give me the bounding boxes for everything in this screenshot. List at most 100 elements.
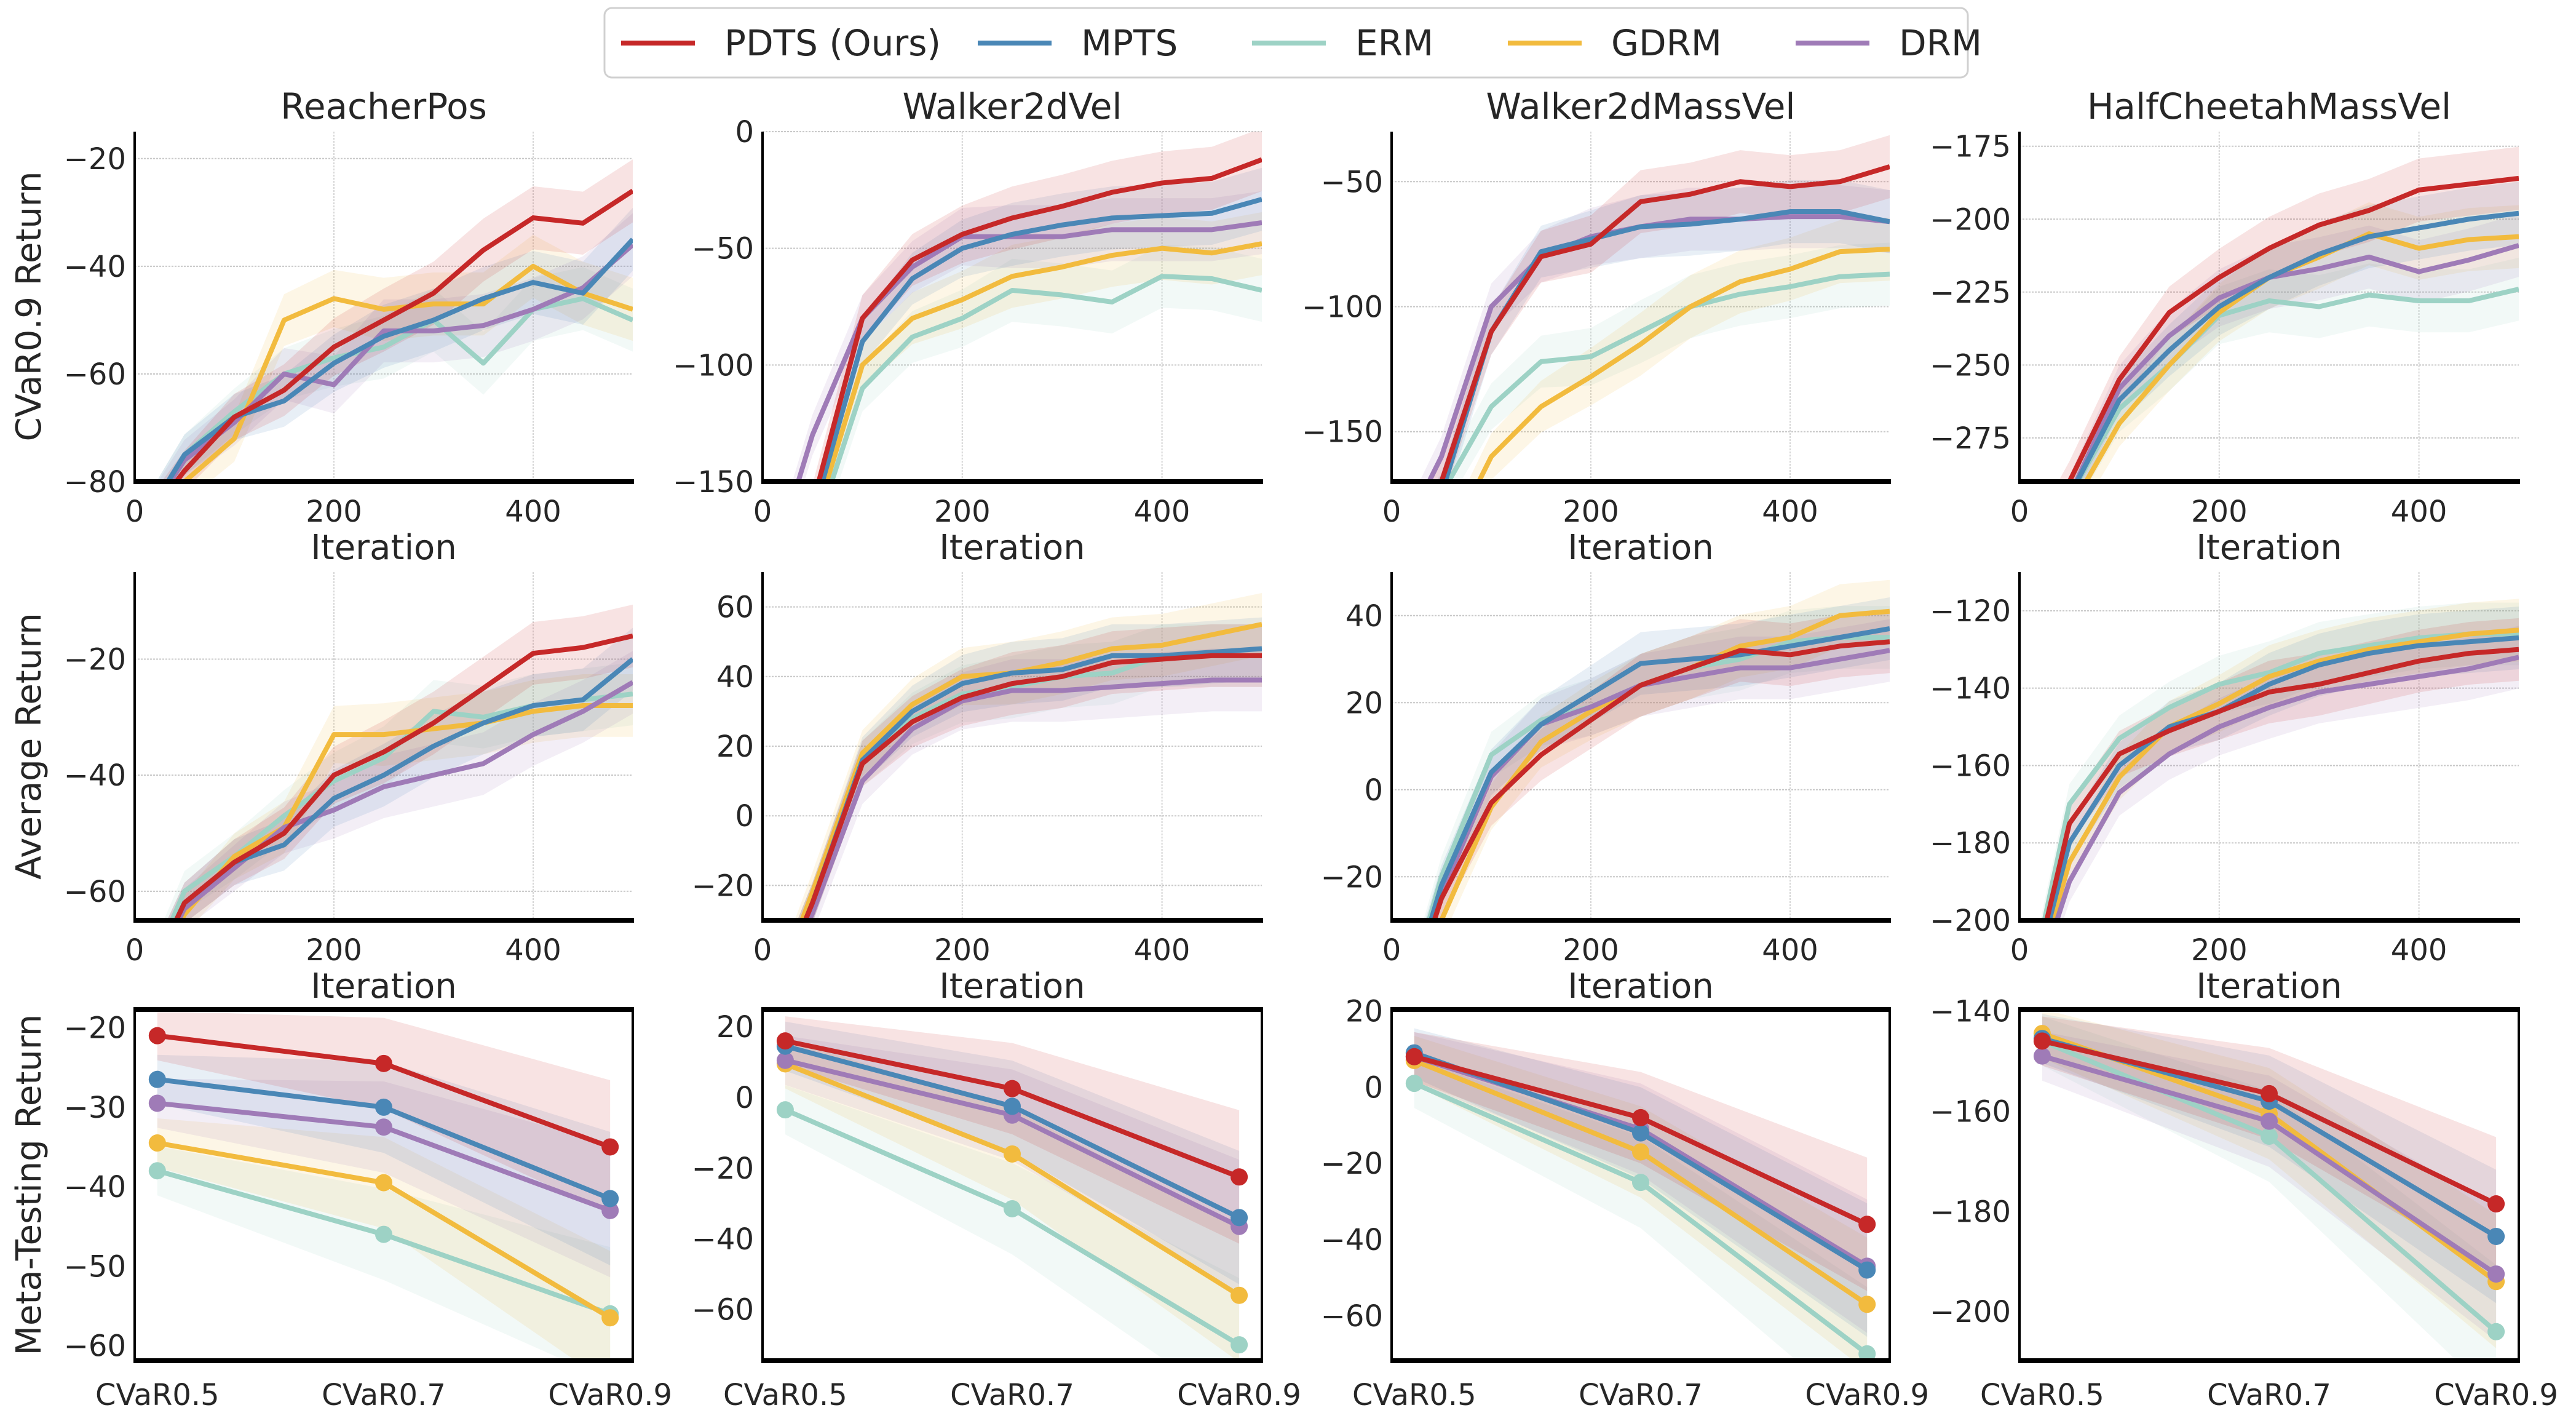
subplot: −60 −40 −20 0 20 CVaR0.5 CVaR0.7 CVaR0.9 — [692, 1007, 1301, 1412]
confidence-band — [1414, 1036, 1868, 1361]
confidence-band — [785, 1085, 1240, 1361]
confidence-band — [2058, 146, 2519, 482]
data-point — [1632, 1143, 1649, 1161]
y-tick-label: −275 — [1930, 421, 2011, 456]
confidence-band — [2042, 1009, 2497, 1348]
y-tick-label: −200 — [1930, 202, 2011, 237]
x-tick-label: 400 — [505, 495, 561, 529]
confidence-band — [1427, 619, 1890, 920]
y-tick-label: −20 — [1321, 860, 1383, 894]
data-point — [2033, 1032, 2051, 1050]
data-point — [2487, 1227, 2505, 1245]
plot-area — [156, 159, 633, 482]
x-axis-label: Iteration — [2196, 528, 2342, 568]
confidence-band — [2050, 626, 2519, 920]
y-tick-label: 0 — [1364, 773, 1383, 808]
y-tick-label: −140 — [1930, 994, 2011, 1029]
x-tick-label: 200 — [2191, 495, 2248, 529]
x-tick-label: 200 — [306, 933, 362, 968]
data-point — [1004, 1145, 1021, 1163]
x-axis-label: Iteration — [1567, 966, 1714, 1006]
subplot-title: Walker2dMassVel — [1486, 86, 1795, 127]
y-tick-label: −100 — [673, 348, 754, 383]
data-point — [148, 1134, 166, 1152]
series-line-gdrm — [181, 263, 633, 482]
plot-area — [1419, 135, 1890, 482]
data-point — [776, 1051, 794, 1069]
x-tick-label: 200 — [1563, 495, 1619, 529]
series-line-mpts — [820, 197, 1262, 482]
x-tick-label: 400 — [2391, 933, 2447, 968]
plot-area — [792, 132, 1262, 482]
confidence-band — [1428, 135, 1890, 482]
data-point — [1231, 1336, 1248, 1354]
series-line-gdrm — [824, 241, 1262, 482]
y-tick-label: −50 — [692, 232, 754, 266]
data-point — [375, 1118, 392, 1136]
series-line-drm — [806, 677, 1262, 920]
subplot-title: ReacherPos — [280, 86, 487, 127]
confidence-band — [166, 234, 633, 482]
subplot: −60 −40 −20 0 200 400 Iteration Average Return — [9, 572, 634, 1006]
y-tick-label: −60 — [64, 875, 126, 909]
panels: −80−60−40−200 200 400IterationReacherPosCV… — [9, 86, 2558, 1412]
confidence-band — [785, 1035, 1240, 1294]
subplot-title: HalfCheetahMassVel — [2087, 86, 2451, 127]
y-tick-label: −250 — [1930, 348, 2011, 383]
data-point — [148, 1027, 166, 1045]
y-tick-label: 20 — [716, 1010, 754, 1045]
confidence-band — [1425, 597, 1890, 920]
y-tick-label: −160 — [1930, 1094, 2011, 1129]
series-line-mpts — [165, 237, 633, 482]
x-tick-label: 400 — [1762, 495, 1818, 529]
series-line-pdts-ours — [816, 157, 1262, 482]
data-point — [375, 1054, 392, 1072]
confidence-band — [816, 167, 1262, 482]
data-point — [1004, 1200, 1021, 1217]
x-tick-label: 400 — [505, 933, 561, 968]
data-point — [1004, 1097, 1021, 1115]
plot-area — [1423, 579, 1890, 920]
y-tick-label: 40 — [1345, 599, 1383, 634]
data-point — [1858, 1296, 1876, 1313]
confidence-band — [797, 624, 1262, 920]
data-point — [1858, 1261, 1876, 1279]
x-tick-label: 0 — [125, 495, 145, 529]
y-tick-label: −20 — [692, 1152, 754, 1186]
y-tick-label: 0 — [1364, 1070, 1383, 1105]
series-line-erm — [2075, 287, 2519, 482]
series-line-erm — [829, 274, 1262, 482]
data-point — [375, 1174, 392, 1192]
series-line-gdrm — [2050, 627, 2519, 920]
x-axis-label: Iteration — [939, 966, 1085, 1006]
y-tick-label: 20 — [1345, 686, 1383, 720]
y-axis-label: CVaR0.9 Return — [9, 172, 49, 442]
x-tick-label: 200 — [934, 495, 991, 529]
y-tick-label: −30 — [64, 1091, 126, 1125]
x-tick-label: 400 — [1134, 933, 1191, 968]
plot-area — [2033, 1009, 2505, 1361]
data-point — [1632, 1109, 1649, 1126]
data-point — [1858, 1216, 1876, 1233]
confidence-band — [156, 267, 633, 482]
x-tick-label: 0 — [2010, 933, 2029, 968]
y-tick-label: −50 — [64, 1249, 126, 1284]
legend-label: DRM — [1899, 22, 1982, 64]
x-axis-label: Iteration — [311, 966, 457, 1006]
x-tick-label: 400 — [1134, 495, 1191, 529]
y-tick-label: −200 — [1930, 1295, 2011, 1329]
y-tick-label: −60 — [64, 1329, 126, 1363]
series-line-mpts — [1428, 626, 1890, 920]
series-line-pdts-ours — [1438, 164, 1890, 482]
confidence-band — [2047, 599, 2519, 920]
x-tick-label: 400 — [2391, 495, 2447, 529]
data-point — [1004, 1080, 1021, 1097]
confidence-band — [170, 674, 633, 920]
data-point — [1231, 1209, 1248, 1227]
x-tick-label: CVaR0.5 — [1980, 1378, 2104, 1412]
confidence-band — [797, 617, 1262, 920]
legend-label: ERM — [1355, 22, 1433, 64]
y-tick-label: 20 — [1345, 994, 1383, 1029]
x-tick-label: CVaR0.5 — [723, 1378, 847, 1412]
